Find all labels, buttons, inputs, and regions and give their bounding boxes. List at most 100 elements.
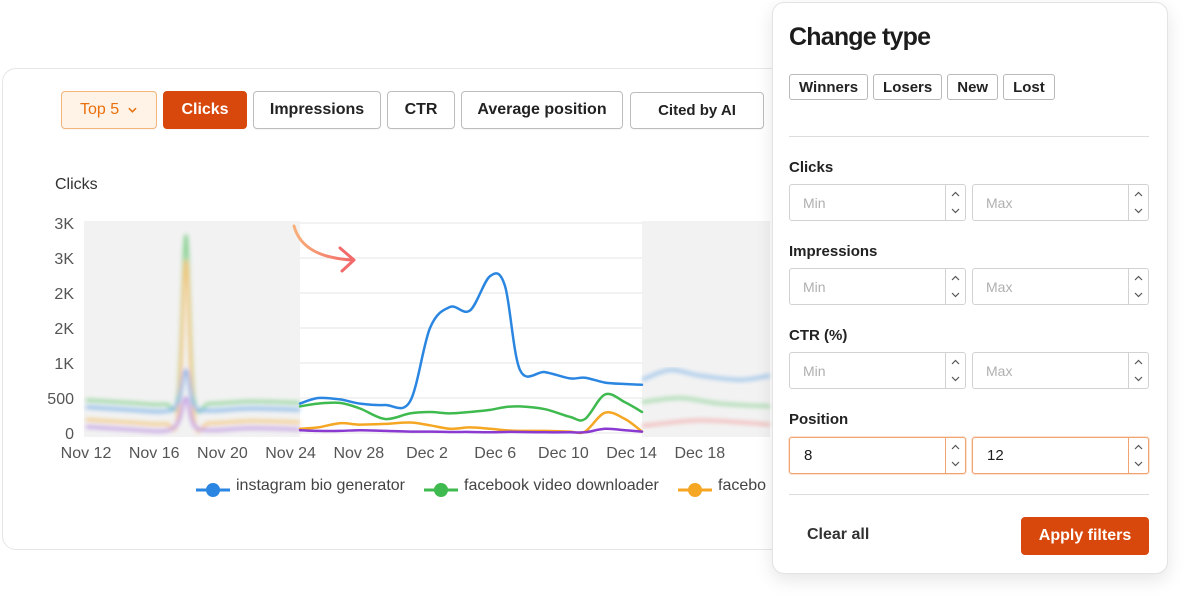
x-tick-label: Dec 18 bbox=[674, 445, 725, 462]
number-stepper[interactable] bbox=[945, 438, 965, 473]
y-tick-label: 2K bbox=[54, 286, 74, 303]
faded-series-line bbox=[85, 368, 301, 414]
clicks-min-placeholder: Min bbox=[803, 194, 826, 211]
curved-arrow-icon bbox=[292, 224, 354, 262]
purple-series-line bbox=[298, 427, 644, 434]
legend-label: facebook video downloader bbox=[464, 477, 659, 494]
number-stepper[interactable] bbox=[1128, 185, 1148, 220]
x-tick-label: Dec 10 bbox=[538, 445, 589, 462]
impressions-filter-label: Impressions bbox=[789, 243, 878, 260]
chip-winners[interactable]: Winners bbox=[789, 74, 869, 100]
x-tick-label: Dec 6 bbox=[474, 445, 516, 462]
impressions-max-placeholder: Max bbox=[986, 278, 1013, 295]
stepper-up-icon[interactable] bbox=[1129, 185, 1148, 203]
top-selector-dropdown[interactable]: Top 5 bbox=[61, 91, 157, 129]
cited-by-ai-tab-button[interactable]: Cited by AI bbox=[630, 91, 764, 129]
chart-metric-label: Clicks bbox=[55, 176, 98, 193]
clicks-max-input[interactable]: Max bbox=[972, 184, 1149, 221]
y-tick-label: 3K bbox=[54, 216, 74, 233]
impressions-tab-button[interactable]: Impressions bbox=[253, 91, 381, 129]
position-max-value: 12 bbox=[987, 447, 1004, 464]
y-tick-label: 1K bbox=[54, 356, 74, 373]
stepper-down-icon[interactable] bbox=[946, 371, 965, 389]
stepper-up-icon[interactable] bbox=[1129, 269, 1148, 287]
instagram-bio-generator-line bbox=[298, 272, 644, 410]
y-tick-label: 3K bbox=[54, 251, 74, 268]
number-stepper[interactable] bbox=[1128, 269, 1148, 304]
faded-series-line bbox=[85, 234, 301, 414]
position-min-input[interactable]: 8 bbox=[789, 437, 966, 474]
legend-marker bbox=[434, 483, 448, 497]
stepper-down-icon[interactable] bbox=[946, 287, 965, 305]
chip-new[interactable]: New bbox=[947, 74, 999, 100]
ctr-max-input[interactable]: Max bbox=[972, 352, 1149, 389]
stepper-down-icon[interactable] bbox=[1129, 371, 1148, 389]
metric-toolbar: Top 5 Clicks Impressions CTR Average pos… bbox=[61, 91, 764, 129]
ctr-max-placeholder: Max bbox=[986, 362, 1013, 379]
chevron-down-icon bbox=[128, 107, 137, 113]
x-tick-label: Nov 28 bbox=[333, 445, 384, 462]
x-tick-label: Dec 2 bbox=[406, 445, 448, 462]
stepper-down-icon[interactable] bbox=[1129, 287, 1148, 305]
number-stepper[interactable] bbox=[945, 185, 965, 220]
ctr-min-input[interactable]: Min bbox=[789, 352, 966, 389]
impressions-min-placeholder: Min bbox=[803, 278, 826, 295]
number-stepper[interactable] bbox=[945, 269, 965, 304]
average-position-tab-button[interactable]: Average position bbox=[461, 91, 623, 129]
legend-label: facebo bbox=[718, 477, 766, 494]
change-type-chips: Winners Losers New Lost bbox=[789, 74, 1055, 100]
clicks-max-placeholder: Max bbox=[986, 194, 1013, 211]
legend-marker bbox=[206, 483, 220, 497]
position-max-input[interactable]: 12 bbox=[972, 437, 1149, 474]
clicks-filter-label: Clicks bbox=[789, 159, 834, 176]
y-tick-label: 0 bbox=[65, 426, 74, 443]
x-tick-label: Nov 24 bbox=[265, 445, 316, 462]
position-filter-label: Position bbox=[789, 411, 849, 428]
legend-label: instagram bio generator bbox=[236, 477, 406, 494]
arrow-head-icon bbox=[338, 246, 356, 273]
stepper-up-icon[interactable] bbox=[1129, 353, 1148, 371]
number-stepper[interactable] bbox=[945, 353, 965, 388]
clicks-min-input[interactable]: Min bbox=[789, 184, 966, 221]
faded-series-line bbox=[85, 396, 301, 433]
faded-series-line bbox=[85, 259, 301, 434]
stepper-up-icon[interactable] bbox=[946, 438, 965, 456]
number-stepper[interactable] bbox=[1128, 438, 1148, 473]
faded-series-left bbox=[85, 234, 301, 434]
apply-filters-button[interactable]: Apply filters bbox=[1021, 517, 1149, 555]
stepper-up-icon[interactable] bbox=[946, 185, 965, 203]
stepper-up-icon[interactable] bbox=[946, 269, 965, 287]
chip-lost[interactable]: Lost bbox=[1003, 74, 1055, 100]
impressions-max-input[interactable]: Max bbox=[972, 268, 1149, 305]
chip-losers[interactable]: Losers bbox=[873, 74, 943, 100]
ctr-filter-label: CTR (%) bbox=[789, 327, 848, 344]
y-tick-label: 2K bbox=[54, 321, 74, 338]
position-min-value: 8 bbox=[804, 447, 813, 464]
impressions-min-input[interactable]: Min bbox=[789, 268, 966, 305]
faded-series-right bbox=[641, 368, 771, 428]
x-tick-label: Dec 14 bbox=[606, 445, 657, 462]
stepper-down-icon[interactable] bbox=[946, 456, 965, 474]
faded-series-line bbox=[641, 418, 771, 428]
stepper-down-icon[interactable] bbox=[946, 203, 965, 221]
x-tick-label: Nov 12 bbox=[61, 445, 112, 462]
ctr-tab-button[interactable]: CTR bbox=[387, 91, 455, 129]
panel-title: Change type bbox=[789, 23, 931, 51]
stepper-down-icon[interactable] bbox=[1129, 456, 1148, 474]
number-stepper[interactable] bbox=[1128, 353, 1148, 388]
divider bbox=[789, 136, 1149, 137]
stepper-up-icon[interactable] bbox=[1129, 438, 1148, 456]
x-tick-label: Nov 20 bbox=[197, 445, 248, 462]
clear-all-button[interactable]: Clear all bbox=[807, 526, 870, 543]
faded-series-line bbox=[641, 368, 771, 382]
faded-series-line bbox=[641, 396, 771, 408]
facebook-line bbox=[298, 410, 644, 435]
stepper-up-icon[interactable] bbox=[946, 353, 965, 371]
legend-marker bbox=[688, 483, 702, 497]
stepper-down-icon[interactable] bbox=[1129, 203, 1148, 221]
top-selector-label: Top 5 bbox=[80, 101, 120, 118]
filter-panel: Change type Winners Losers New Lost Clic… bbox=[772, 2, 1168, 574]
clicks-tab-button[interactable]: Clicks bbox=[163, 91, 247, 129]
clicks-line-chart: 0 500 1K 2K 2K 3K 3K Nov 12 Nov 16 Nov 20 Nov 24 No… bbox=[47, 216, 771, 497]
ctr-min-placeholder: Min bbox=[803, 362, 826, 379]
